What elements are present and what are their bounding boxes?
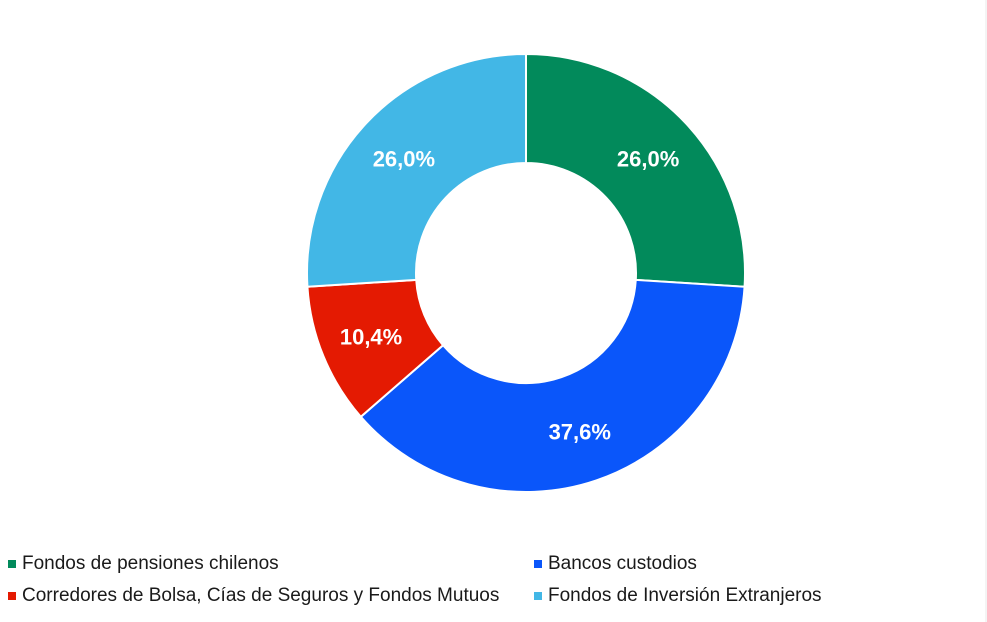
slice-fondos-pensiones <box>525 52 746 288</box>
slice-value-label: 10,4% <box>340 325 402 350</box>
slice-bancos-custodios <box>359 278 746 493</box>
legend-label: Corredores de Bolsa, Cías de Seguros y F… <box>22 585 500 606</box>
legend-item-fondos-pensiones: Fondos de pensiones chilenos <box>8 553 279 575</box>
slice-value-label: 26,0% <box>373 146 435 171</box>
right-edge-divider <box>985 0 987 622</box>
legend-label: Fondos de Inversión Extranjeros <box>548 585 822 606</box>
legend-item-corredores: Corredores de Bolsa, Cías de Seguros y F… <box>8 585 499 607</box>
slice-fondos-inversion <box>306 52 527 288</box>
legend-swatch-green <box>8 560 16 568</box>
slice-value-label: 37,6% <box>549 420 611 445</box>
legend-item-fondos-inversion: Fondos de Inversión Extranjeros <box>534 585 822 607</box>
legend-label: Bancos custodios <box>548 553 697 574</box>
legend-label: Fondos de pensiones chilenos <box>22 553 279 574</box>
slice-value-label: 26,0% <box>617 146 679 171</box>
legend-swatch-red <box>8 592 16 600</box>
legend-item-bancos-custodios: Bancos custodios <box>534 553 697 575</box>
legend-swatch-blue <box>534 560 542 568</box>
legend-swatch-light-blue <box>534 592 542 600</box>
